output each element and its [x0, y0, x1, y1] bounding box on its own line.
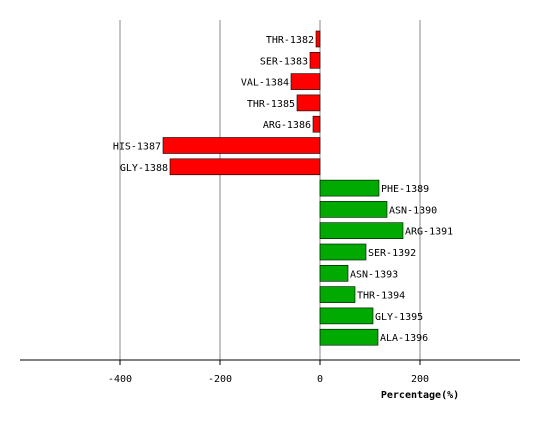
- bar-ser-1392: [319, 243, 367, 261]
- x-tick-label: -400: [108, 374, 132, 385]
- bars: THR-1382 SER-1383 VAL-1384 THR-1385 ARG-1386…: [113, 30, 453, 346]
- bar-label: ASN-1390: [389, 205, 437, 216]
- bar-label: SER-1383: [260, 56, 308, 67]
- x-tick-label: -200: [208, 374, 232, 385]
- bar-asn-1390: [319, 201, 388, 218]
- bar-phe-1389: [319, 179, 380, 197]
- bar-ser-1383: [309, 51, 321, 69]
- bar-label: GLY-1388: [120, 163, 168, 174]
- bar-gly-1388: [169, 158, 321, 176]
- bar-label: VAL-1384: [241, 78, 289, 89]
- x-axis-title: Percentage(%): [381, 390, 459, 401]
- bar-thr-1382: [315, 30, 321, 48]
- bar-label: ARG-1386: [263, 120, 311, 131]
- bar-arg-1386: [312, 115, 321, 133]
- bar-val-1384: [290, 73, 321, 90]
- bar-label: HIS-1387: [113, 142, 161, 153]
- bar-asn-1393: [319, 264, 349, 282]
- bar-label: ARG-1391: [405, 227, 453, 238]
- bar-thr-1394: [319, 286, 356, 303]
- bar-label: THR-1382: [266, 35, 314, 46]
- x-tick-label: 200: [411, 374, 429, 385]
- x-tick-label: 0: [317, 374, 323, 385]
- bar-label: PHE-1389: [381, 184, 429, 195]
- bar-gly-1395: [319, 307, 374, 325]
- bar-label: THR-1385: [247, 99, 295, 110]
- bar-label: THR-1394: [357, 291, 405, 302]
- bar-thr-1385: [296, 94, 321, 112]
- bar-his-1387: [162, 137, 321, 154]
- bar-ala-1396: [319, 328, 379, 346]
- x-axis: -400 -200 0 200: [20, 359, 520, 385]
- bar-label: ALA-1396: [380, 333, 428, 344]
- bar-label: SER-1392: [368, 248, 416, 259]
- bar-label: ASN-1393: [350, 269, 398, 280]
- bar-arg-1391: [319, 222, 404, 239]
- bar-label: GLY-1395: [375, 312, 423, 323]
